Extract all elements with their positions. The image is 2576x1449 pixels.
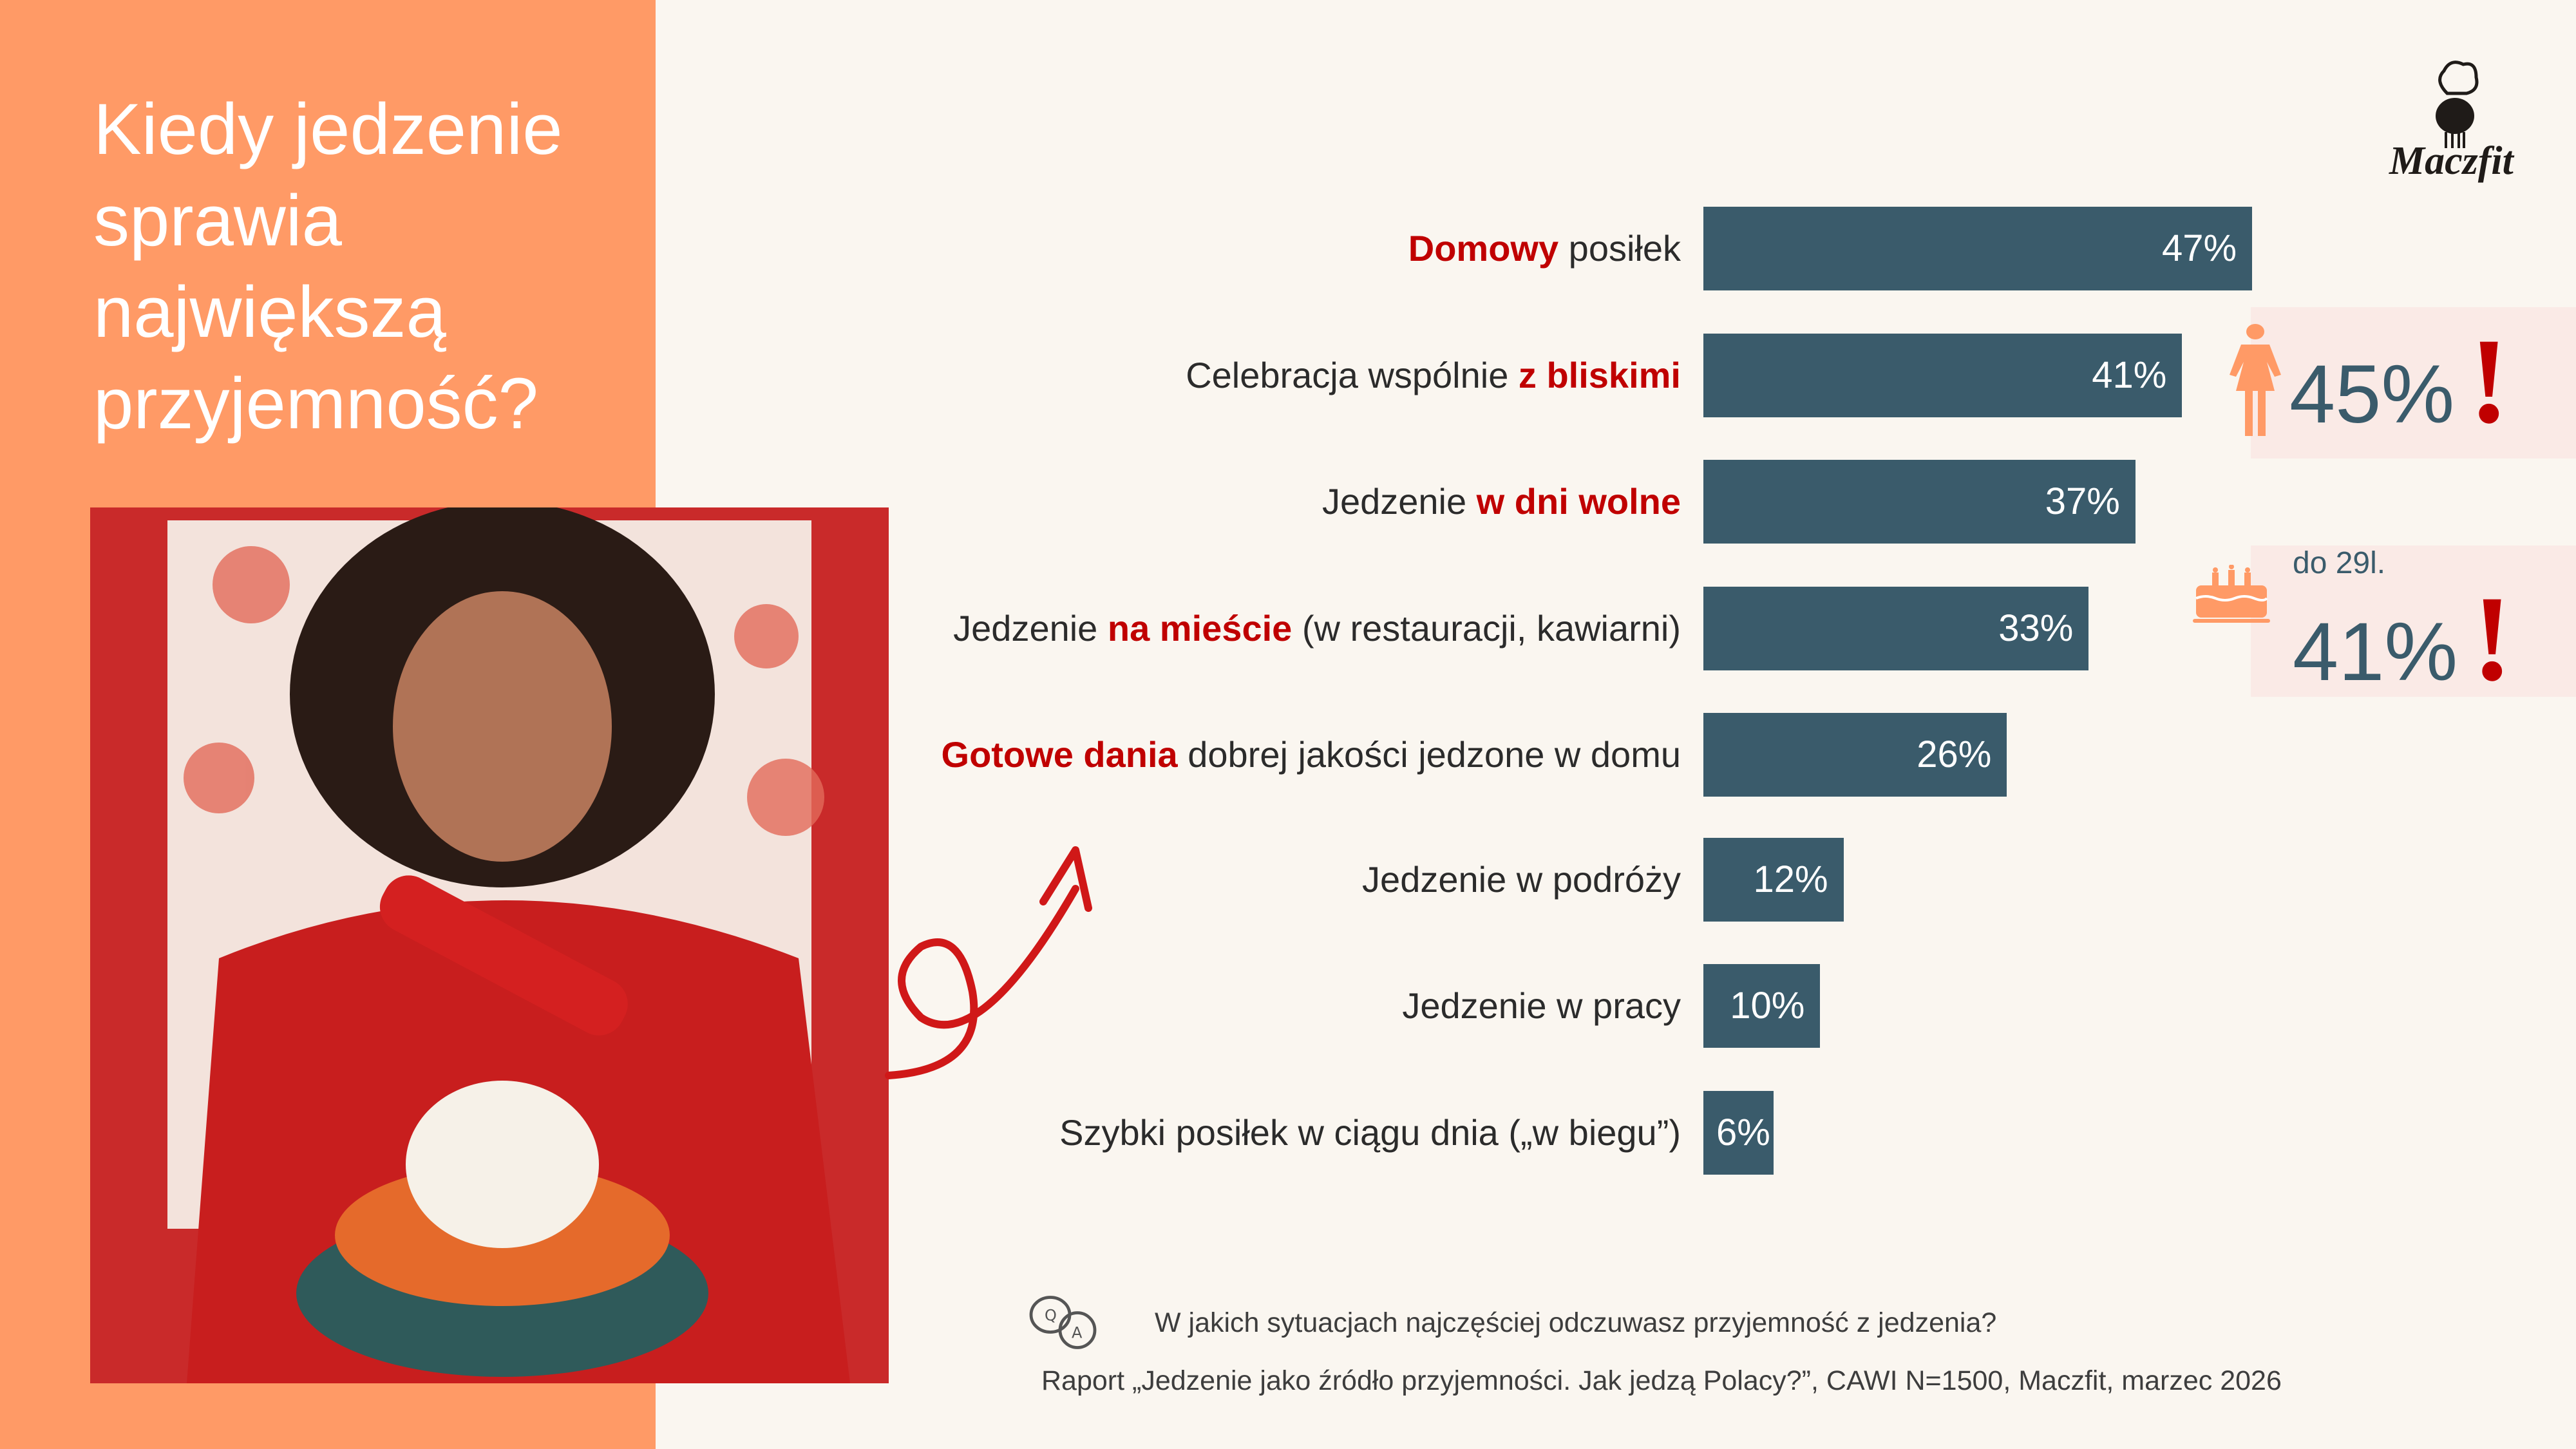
category-label: Gotowe dania dobrej jakości jedzone w do… (942, 732, 1681, 777)
category-label: Domowy posiłek (1408, 226, 1681, 271)
bar: 12% (1703, 838, 1844, 922)
callout-value: 41% (2293, 606, 2458, 698)
bar: 10% (1703, 964, 1821, 1048)
category-label-part: Gotowe dania (941, 734, 1178, 775)
callout-row: 41% ! (2293, 571, 2513, 706)
bar-value-label: 12% (1753, 858, 1828, 900)
birthday-cake-icon (2193, 565, 2270, 623)
callout-row: 45% ! (2289, 314, 2510, 449)
maczfit-logo: Maczfit (2383, 55, 2550, 203)
category-label: Szybki posiłek w ciągu dnia („w biegu”) (1059, 1110, 1681, 1155)
bar-value-label: 47% (2162, 227, 2237, 269)
category-label: Jedzenie na mieście (w restauracji, kawi… (953, 606, 1681, 651)
category-label: Jedzenie w podróży (1362, 857, 1681, 902)
svg-text:Q: Q (1045, 1307, 1057, 1325)
page-title: Kiedy jedzenie sprawia największą przyje… (93, 84, 563, 450)
category-label-part: Szybki posiłek w ciągu dnia („w biegu”) (1059, 1112, 1681, 1153)
maczfit-logo-text: Maczfit (2389, 139, 2514, 183)
category-label-part: Jedzenie w podróży (1362, 859, 1681, 900)
category-label-part: posiłek (1558, 228, 1681, 269)
title-line: sprawia (93, 180, 342, 261)
source-note: Raport „Jedzenie jako źródło przyjemnośc… (1041, 1365, 2282, 1396)
category-label-part: Jedzenie (1321, 481, 1477, 522)
category-label-part: w dni wolne (1476, 481, 1681, 522)
bar-value-label: 33% (1998, 607, 2074, 649)
bar-value-label: 41% (2092, 354, 2167, 396)
bar: 33% (1703, 587, 2089, 670)
callout-women: 45% ! (2230, 307, 2576, 459)
callout-under-29: do 29l. 41% ! (2193, 545, 2576, 706)
category-label-part: dobrej jakości jedzone w domu (1177, 734, 1681, 775)
photo-woman-grating-cheese (90, 507, 889, 1383)
bar: 41% (1703, 334, 2183, 417)
title-line: Kiedy jedzenie (93, 89, 563, 169)
woman-icon (2230, 324, 2281, 436)
category-label-part: Jedzenie (953, 608, 1108, 649)
category-label: Jedzenie w pracy (1402, 983, 1681, 1028)
category-label: Celebracja wspólnie z bliskimi (1186, 353, 1681, 398)
callout-sublabel: do 29l. (2293, 546, 2386, 580)
category-label-part: z bliskimi (1518, 355, 1681, 395)
category-label-part: Domowy (1408, 228, 1559, 269)
red-arrow-icon (885, 846, 1092, 1079)
category-label-part: Jedzenie w pracy (1402, 985, 1681, 1026)
maczfit-mascot-icon (2436, 61, 2479, 148)
title-line: przyjemność? (93, 363, 538, 444)
bar-value-label: 26% (1917, 734, 1992, 775)
survey-question: W jakich sytuacjach najczęściej odczuwas… (1155, 1307, 1997, 1338)
bar-value-label: 6% (1716, 1112, 1770, 1153)
qa-speech-bubbles-icon: QA (1029, 1296, 1097, 1349)
bar: 47% (1703, 207, 2253, 290)
category-label-part: (w restauracji, kawiarni) (1292, 608, 1681, 649)
exclamation-mark: ! (2472, 571, 2513, 706)
bar-value-label: 37% (2045, 480, 2120, 522)
exclamation-mark: ! (2468, 314, 2510, 449)
title-line: największą (93, 272, 446, 352)
bar: 26% (1703, 713, 2007, 797)
svg-text:A: A (1072, 1324, 1083, 1342)
category-label-part: na mieście (1107, 608, 1293, 649)
category-label-part: Celebracja wspólnie (1186, 355, 1519, 395)
category-label: Jedzenie w dni wolne (1322, 479, 1681, 524)
bar: 6% (1703, 1091, 1774, 1175)
callout-value: 45% (2289, 348, 2455, 440)
bar: 37% (1703, 460, 2136, 544)
bar-value-label: 10% (1730, 985, 1805, 1027)
